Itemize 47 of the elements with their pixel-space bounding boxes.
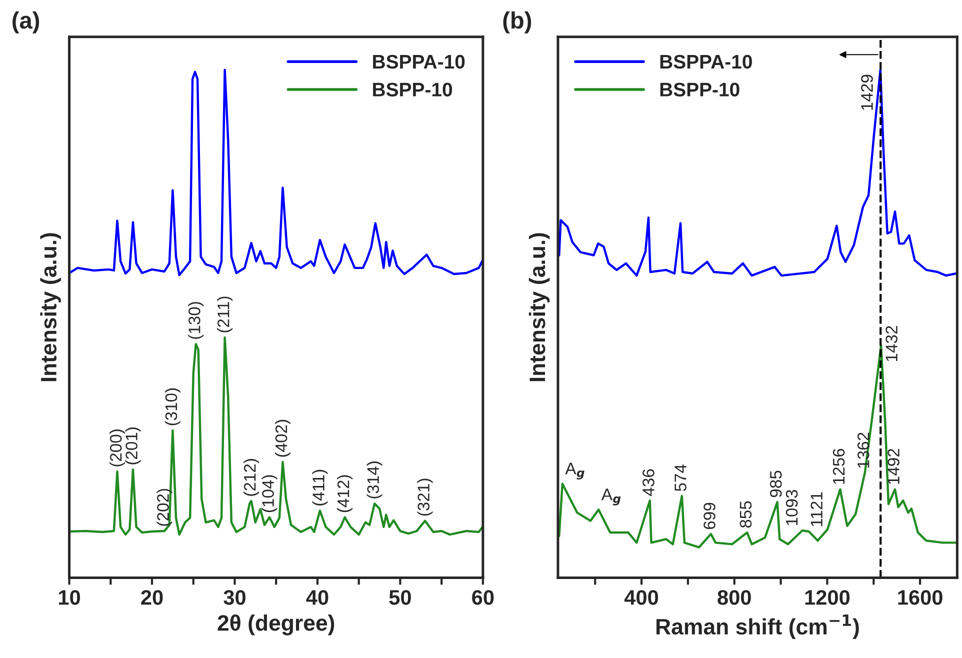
x-tick-label: 50 [389,590,411,605]
annotation: 699 [704,502,716,530]
x-axis-title: 2θ (degree) [218,614,334,636]
x-tick-label: 1600 [898,590,942,605]
annotation: (130) [188,302,204,339]
x-tick-label: 400 [624,590,658,605]
y-axis-title: Intensity (a.u.) [40,233,61,382]
legend-label: BSPPA-10 [373,54,465,69]
annotation: 1492 [888,448,900,484]
annotation: (200) [109,430,126,466]
annotation: 436 [642,469,654,496]
annotation: (321) [417,478,433,516]
legend-label: BSPP-10 [660,82,740,96]
annotation: A$_{g}$ [601,488,621,506]
chart-title: (b) [503,11,532,34]
annotation: 1256 [832,448,845,484]
annotation: (211) [217,296,233,332]
x-tick-label: 20 [141,590,163,605]
x-tick-label: 60 [472,590,494,605]
annotation: (202) [156,488,172,526]
chart-title: (a) [12,11,40,34]
annotation: 1093 [786,490,798,526]
y-axis-title: Intensity (a.u.) [528,233,550,382]
annotation: (212) [244,458,260,496]
annotation: 1362 [857,432,870,468]
annotation: (411) [312,470,328,506]
annotation: 855 [740,501,752,528]
annotation: 985 [770,470,782,498]
x-axis-title: Raman shift (cm$^{−1}$) [656,614,859,639]
annotation: (402) [274,420,290,457]
annotation: 1432 [886,326,898,362]
annotation: 1429 [861,74,873,110]
x-tick-label: 40 [306,590,328,605]
annotation: (412) [336,475,353,512]
legend-label: BSPPA-10 [660,54,752,69]
annotation: (201) [125,428,141,464]
annotation: (310) [164,388,180,426]
x-tick-label: 800 [718,590,751,605]
x-tick-label: 10 [58,590,80,605]
annotation: A$_{g}$ [565,462,584,480]
annotation: 574 [674,464,686,492]
annotation: 1121 [810,492,822,526]
annotation: (314) [366,462,382,498]
x-tick-label: 30 [224,590,246,605]
annotation: (104) [262,475,278,512]
x-tick-label: 1200 [805,590,850,605]
legend-label: BSPP-10 [373,82,452,96]
